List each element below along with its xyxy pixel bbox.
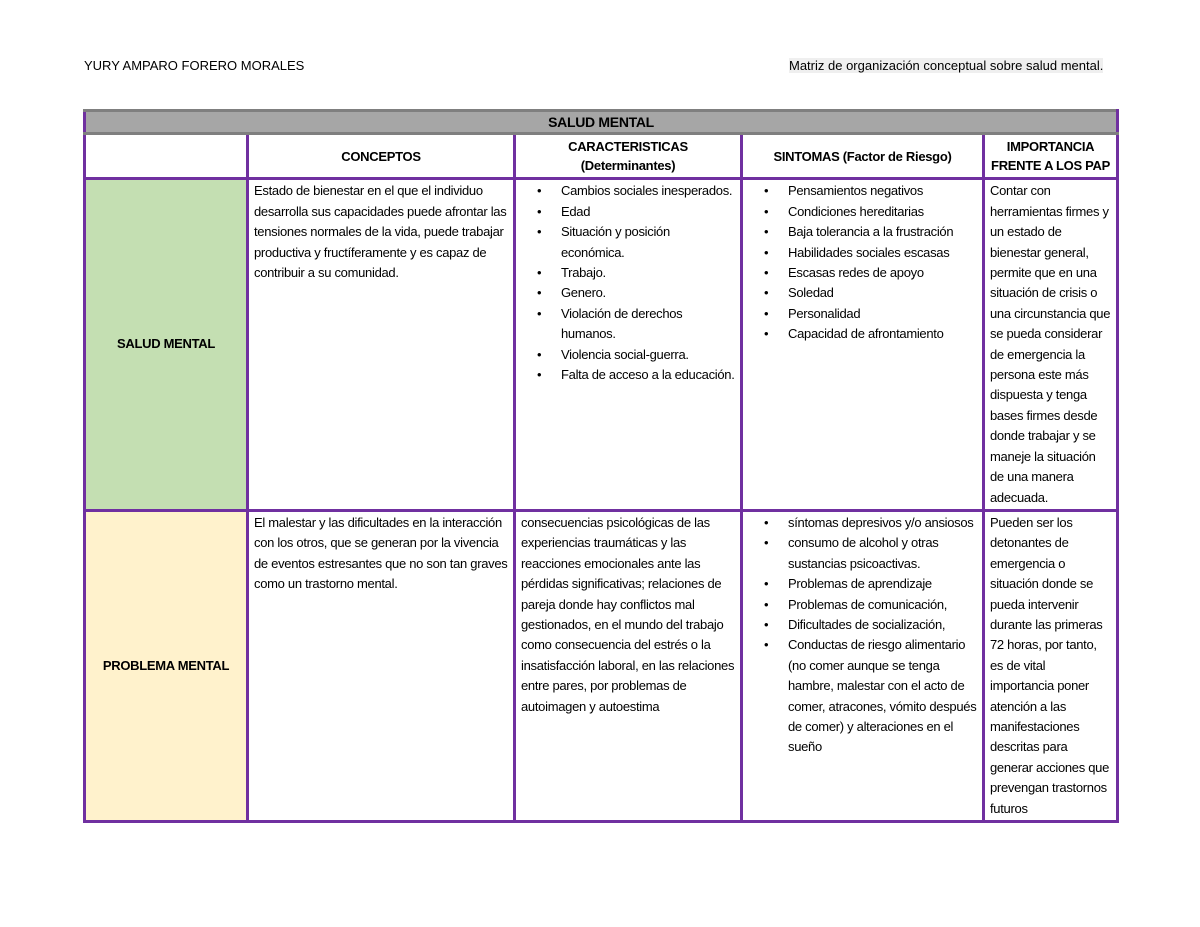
importancia-cell: Contar con herramientas firmes y un esta… (981, 177, 1120, 512)
document-subtitle: Matriz de organización conceptual sobre … (789, 58, 1104, 73)
list-item: Problemas de aprendizaje (764, 574, 977, 595)
concepto-cell: Estado de bienestar en el que el individ… (246, 177, 516, 512)
list-item: Condiciones hereditarias (764, 202, 977, 223)
list-item: Escasas redes de apoyo (764, 263, 977, 284)
list-item: Edad (537, 202, 735, 223)
list-item: Problemas de comunicación, (764, 595, 977, 616)
row-label-salud-mental: SALUD MENTAL (83, 177, 249, 512)
header-sintomas: SINTOMAS (Factor de Riesgo) (740, 132, 985, 181)
row-label-problema-mental: PROBLEMA MENTAL (83, 508, 249, 824)
column-header-row: CONCEPTOS CARACTERISTICAS (Determinantes… (83, 132, 1120, 181)
list-item: Cambios sociales inesperados. (537, 181, 735, 202)
list-item: Baja tolerancia a la frustración (764, 222, 977, 243)
sintomas-cell: síntomas depresivos y/o ansiososconsumo … (740, 508, 985, 824)
header-importancia: IMPORTANCIA FRENTE A LOS PAP (981, 132, 1120, 181)
list-item: Capacidad de afrontamiento (764, 324, 977, 345)
header-caracteristicas: CARACTERISTICAS (Determinantes) (513, 132, 743, 181)
caracteristicas-cell: consecuencias psicológicas de las experi… (513, 508, 743, 824)
header-conceptos: CONCEPTOS (246, 132, 516, 181)
concept-matrix-table: SALUD MENTAL CONCEPTOS CARACTERISTICAS (… (82, 108, 1120, 824)
list-item: Dificultades de socialización, (764, 615, 977, 636)
concepto-cell: El malestar y las dificultades en la int… (246, 508, 516, 824)
list-item: Falta de acceso a la educación. (537, 365, 735, 386)
list-item: consumo de alcohol y otras sustancias ps… (764, 533, 977, 574)
empty-header-cell (83, 132, 249, 181)
list-item: Soledad (764, 283, 977, 304)
list-item: Pensamientos negativos (764, 181, 977, 202)
list-item: Trabajo. (537, 263, 735, 284)
sintomas-cell: Pensamientos negativosCondiciones heredi… (740, 177, 985, 512)
author-name: YURY AMPARO FORERO MORALES (84, 58, 305, 73)
caracteristicas-cell: Cambios sociales inesperados.EdadSituaci… (513, 177, 743, 512)
importancia-cell: Pueden ser los detonantes de emergencia … (981, 508, 1120, 824)
table-title: SALUD MENTAL (82, 108, 1120, 136)
list-item: Genero. (537, 283, 735, 304)
list-item: Violencia social-guerra. (537, 345, 735, 366)
list-item: Habilidades sociales escasas (764, 243, 977, 264)
list-item: Personalidad (764, 304, 977, 325)
list-item: Conductas de riesgo alimentario (no come… (764, 635, 977, 757)
table-row: PROBLEMA MENTAL El malestar y las dificu… (83, 508, 1120, 824)
list-item: Situación y posición económica. (537, 222, 735, 263)
table-row: SALUD MENTAL Estado de bienestar en el q… (83, 177, 1120, 512)
list-item: síntomas depresivos y/o ansiosos (764, 513, 977, 534)
list-item: Violación de derechos humanos. (537, 304, 735, 345)
